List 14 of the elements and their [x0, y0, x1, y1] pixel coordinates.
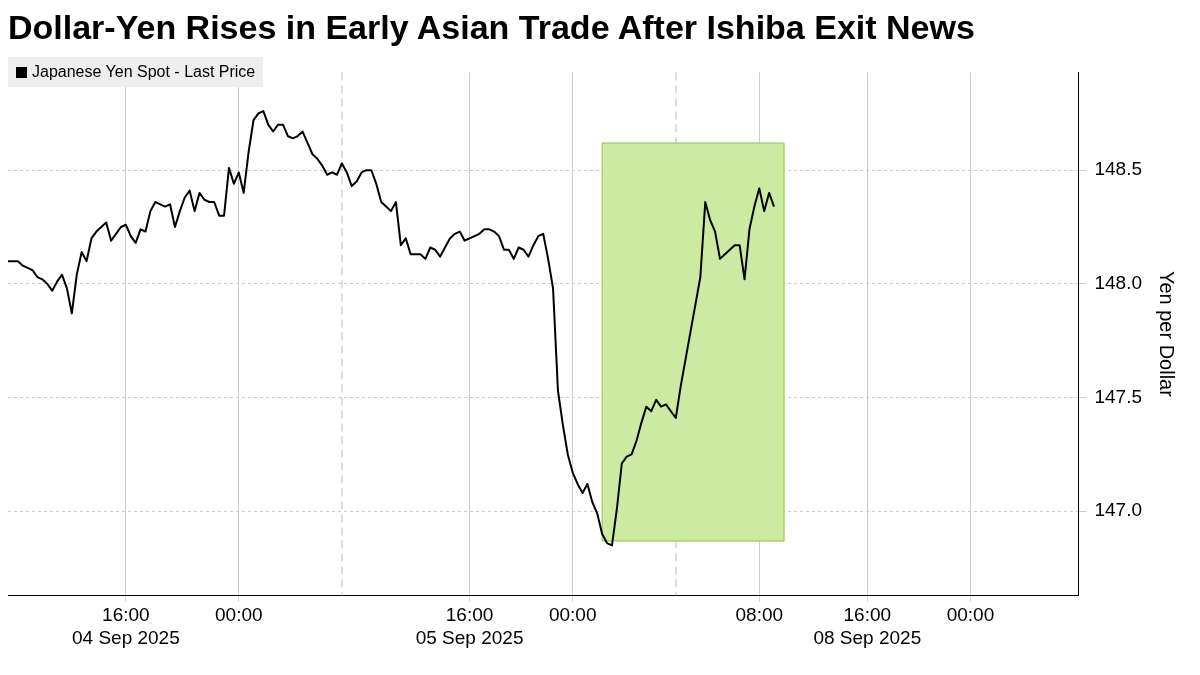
x-tick-label: 00:00 [215, 604, 263, 626]
chart-title: Dollar-Yen Rises in Early Asian Trade After Ishiba Exit News [8, 8, 976, 47]
y-tick-label: 148.0 [1094, 272, 1142, 294]
y-tick-label: 148.5 [1094, 158, 1142, 180]
x-tick-label: 16:00 04 Sep 2025 [71, 604, 180, 648]
legend-label: Japanese Yen Spot - Last Price [32, 63, 256, 81]
x-tick-label: 16:00 08 Sep 2025 [813, 604, 922, 648]
x-tick-label: 16:00 05 Sep 2025 [415, 604, 524, 648]
y-axis-title: Yen per Dollar [1156, 270, 1179, 398]
x-tick-label: 00:00 [946, 604, 995, 626]
x-tick-label: 08:00 [735, 604, 784, 626]
y-tick-label: 147.5 [1094, 385, 1142, 407]
x-tick-label: 00:00 [548, 604, 597, 626]
y-tick-label: 147.0 [1094, 499, 1142, 521]
